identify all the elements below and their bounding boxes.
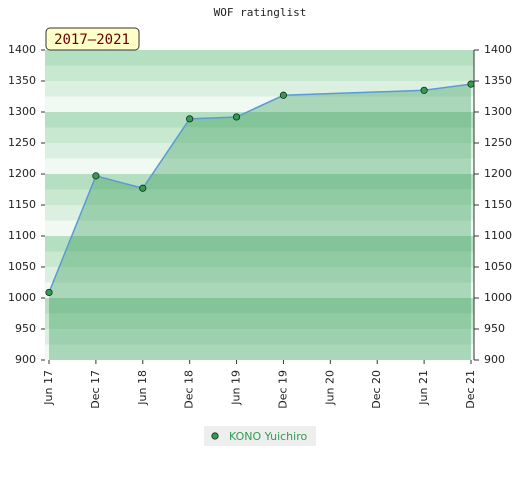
y-tick-label: 1300 [8,105,36,118]
point [186,115,194,123]
y-tick-label: 1250 [8,136,36,149]
y2-tick-label: 1300 [484,105,512,118]
background-band [45,174,474,190]
y-tick-label: 1100 [8,229,36,242]
background-band [45,96,474,113]
background-band [45,189,474,206]
background-band [45,267,474,283]
y-tick-label: 1200 [8,167,36,180]
background-band [45,251,474,268]
y2-tick-label: 1100 [484,229,512,242]
y-tick-label: 900 [15,353,36,366]
period-label: 2017–2021 [54,32,130,48]
y-tick-label: 1000 [8,291,36,304]
background-band [45,220,474,237]
chart-title: WOF ratinglist [214,6,307,19]
x-tick-label: Dec 19 [276,370,289,409]
point [92,172,100,180]
background-band [45,143,474,159]
point [420,86,428,94]
y-tick-label: 1150 [8,198,36,211]
point [279,91,288,99]
y2-tick-label: 1350 [484,74,512,87]
y2-tick-label: 900 [484,353,505,366]
x-tick-label: Jun 17 [42,370,55,406]
background-band [45,65,474,82]
x-tick-label: Dec 18 [183,370,196,409]
background-band [45,282,474,299]
y2-tick-label: 1050 [484,260,512,273]
y2-tick-label: 950 [484,322,505,335]
line [48,83,472,293]
area [49,84,471,360]
point [467,80,475,88]
y2-tick-label: 1000 [484,291,512,304]
x-tick-label: Jun 19 [230,370,243,406]
point [139,184,147,192]
point [232,113,241,121]
background-band [45,205,474,221]
x-tick-label: Jun 18 [136,370,149,406]
background-band [45,236,474,252]
point [45,288,53,297]
y-tick-label: 1350 [8,74,36,87]
y-tick-label: 950 [15,322,36,335]
background-band [45,112,474,128]
background-band [45,158,474,175]
background-band [45,298,474,314]
background-band [45,329,474,345]
background-band [45,313,474,330]
x-tick-label: Dec 21 [464,370,477,409]
x-tick-label: Jun 21 [417,370,430,406]
background-band [45,127,474,144]
y2-tick-label: 1250 [484,136,512,149]
y-tick-label: 1400 [8,43,36,56]
legend-label: KONO Yuichiro [229,430,307,443]
x-tick-label: Dec 17 [89,370,102,409]
background-band [45,344,474,361]
period-box [45,27,140,51]
y-tick-label: 1050 [8,260,36,273]
x-tick-label: Jun 20 [323,370,336,406]
legend [204,426,316,446]
y2-tick-label: 1200 [484,167,512,180]
legend-marker [211,432,219,440]
background-band [45,50,474,66]
y2-tick-label: 1400 [484,43,512,56]
x-tick-label: Dec 20 [370,370,383,409]
y2-tick-label: 1150 [484,198,512,211]
plot-area [45,50,474,361]
